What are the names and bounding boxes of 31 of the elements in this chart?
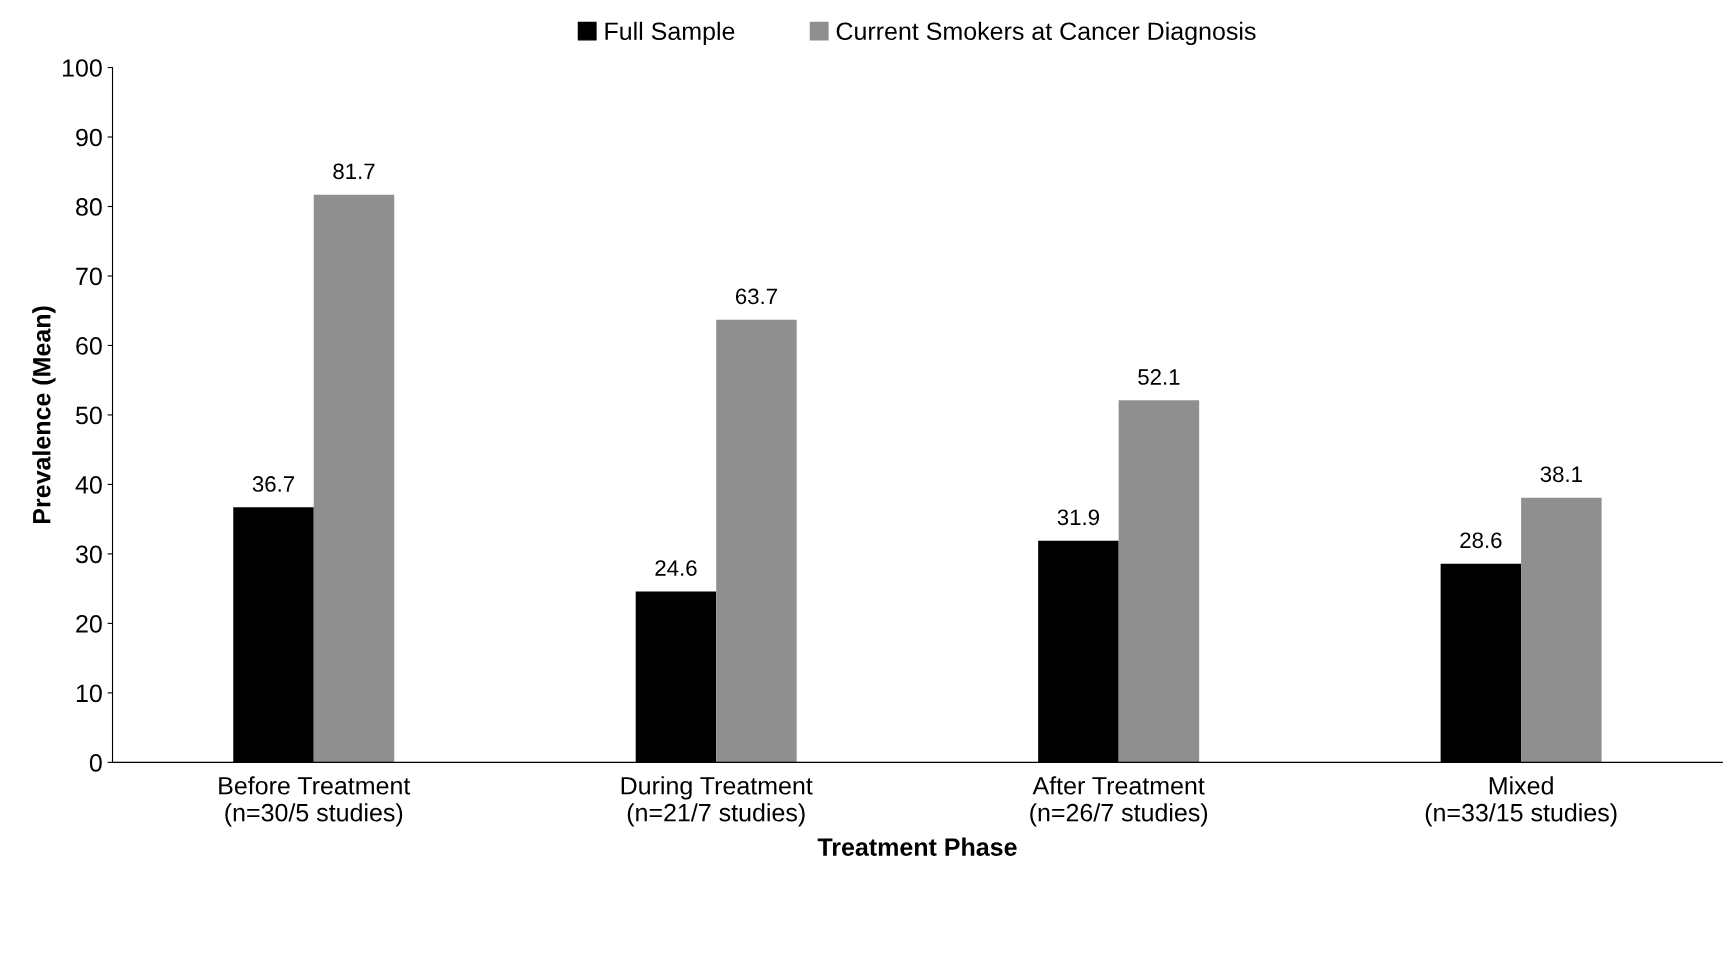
y-tick-label: 70 bbox=[76, 267, 102, 286]
x-axis-title: Treatment Phase bbox=[817, 837, 1017, 856]
x-tick-label: Before Treatment (n=30/5 studies) bbox=[219, 776, 411, 827]
data-label: 24.6 bbox=[655, 560, 697, 576]
data-label: 52.1 bbox=[1138, 369, 1180, 385]
bar bbox=[716, 319, 797, 763]
legend-label: Full Sample bbox=[605, 21, 735, 46]
data-label: 36.7 bbox=[252, 476, 295, 492]
x-tick-label: During Treatment (n=21/7 studies) bbox=[621, 776, 813, 827]
y-tick-label: 40 bbox=[75, 476, 102, 494]
data-label: 28.6 bbox=[1460, 532, 1502, 549]
y-tick-label: 10 bbox=[76, 684, 102, 703]
y-tick-label: 60 bbox=[76, 337, 102, 355]
x-tick-label: After Treatment (n=26/7 studies) bbox=[1030, 776, 1208, 827]
y-tick-label: 20 bbox=[76, 614, 102, 633]
x-tick-label: Mixed (n=33/15 studies) bbox=[1425, 776, 1617, 827]
data-label: 81.7 bbox=[333, 163, 375, 180]
y-tick-label: 80 bbox=[76, 198, 102, 216]
y-tick-label: 0 bbox=[89, 753, 102, 772]
data-label: 31.9 bbox=[1057, 509, 1099, 526]
y-tick-label: 90 bbox=[76, 128, 102, 147]
data-label: 38.1 bbox=[1540, 466, 1582, 483]
y-axis-title: Prevalence (Mean) bbox=[32, 306, 56, 524]
y-tick-label: 100 bbox=[62, 59, 102, 77]
legend-label: Current Smokers at Cancer Diagnosis bbox=[836, 21, 1256, 46]
data-label: 63.7 bbox=[735, 288, 777, 305]
bar bbox=[1118, 400, 1200, 763]
y-tick-label: 50 bbox=[75, 406, 102, 425]
y-tick-label: 30 bbox=[75, 545, 102, 564]
bar bbox=[313, 194, 395, 763]
bar bbox=[1521, 497, 1602, 763]
